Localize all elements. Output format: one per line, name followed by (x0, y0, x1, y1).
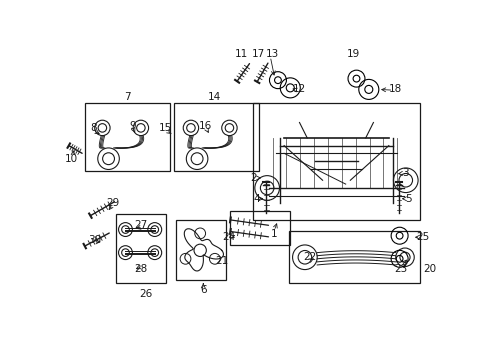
Bar (174, 103, 258, 171)
Text: 23: 23 (394, 264, 407, 274)
Text: 26: 26 (139, 289, 152, 299)
Text: 8: 8 (90, 123, 96, 133)
Text: 7: 7 (124, 92, 131, 102)
Text: 30: 30 (88, 235, 101, 245)
Text: 27: 27 (134, 220, 147, 230)
Bar (116, 214, 166, 283)
Text: 18: 18 (387, 84, 401, 94)
Text: 14: 14 (208, 92, 221, 102)
Text: 16: 16 (199, 121, 212, 131)
Text: 5: 5 (405, 194, 411, 204)
Text: 24: 24 (222, 232, 235, 242)
Bar (253, 103, 419, 220)
Text: 21: 21 (215, 256, 228, 266)
Bar (85, 103, 170, 171)
Text: 4: 4 (253, 194, 259, 204)
Text: 19: 19 (346, 49, 359, 59)
Bar (175, 220, 225, 280)
Text: 25: 25 (415, 232, 428, 242)
Text: 12: 12 (292, 84, 305, 94)
Text: 10: 10 (65, 154, 78, 164)
Text: 13: 13 (265, 49, 279, 59)
Text: 9: 9 (130, 121, 136, 131)
Text: 15: 15 (159, 123, 172, 133)
Text: 29: 29 (105, 198, 119, 208)
Text: 11: 11 (234, 49, 247, 59)
Text: 3: 3 (401, 167, 407, 177)
Text: 22: 22 (303, 252, 316, 262)
Text: 17: 17 (251, 49, 265, 59)
Bar (230, 211, 290, 245)
Text: 28: 28 (134, 264, 147, 274)
Text: 1: 1 (270, 229, 277, 239)
Text: 6: 6 (200, 285, 206, 294)
Text: 20: 20 (422, 264, 435, 274)
Text: 2: 2 (249, 173, 256, 183)
Bar (289, 231, 420, 283)
